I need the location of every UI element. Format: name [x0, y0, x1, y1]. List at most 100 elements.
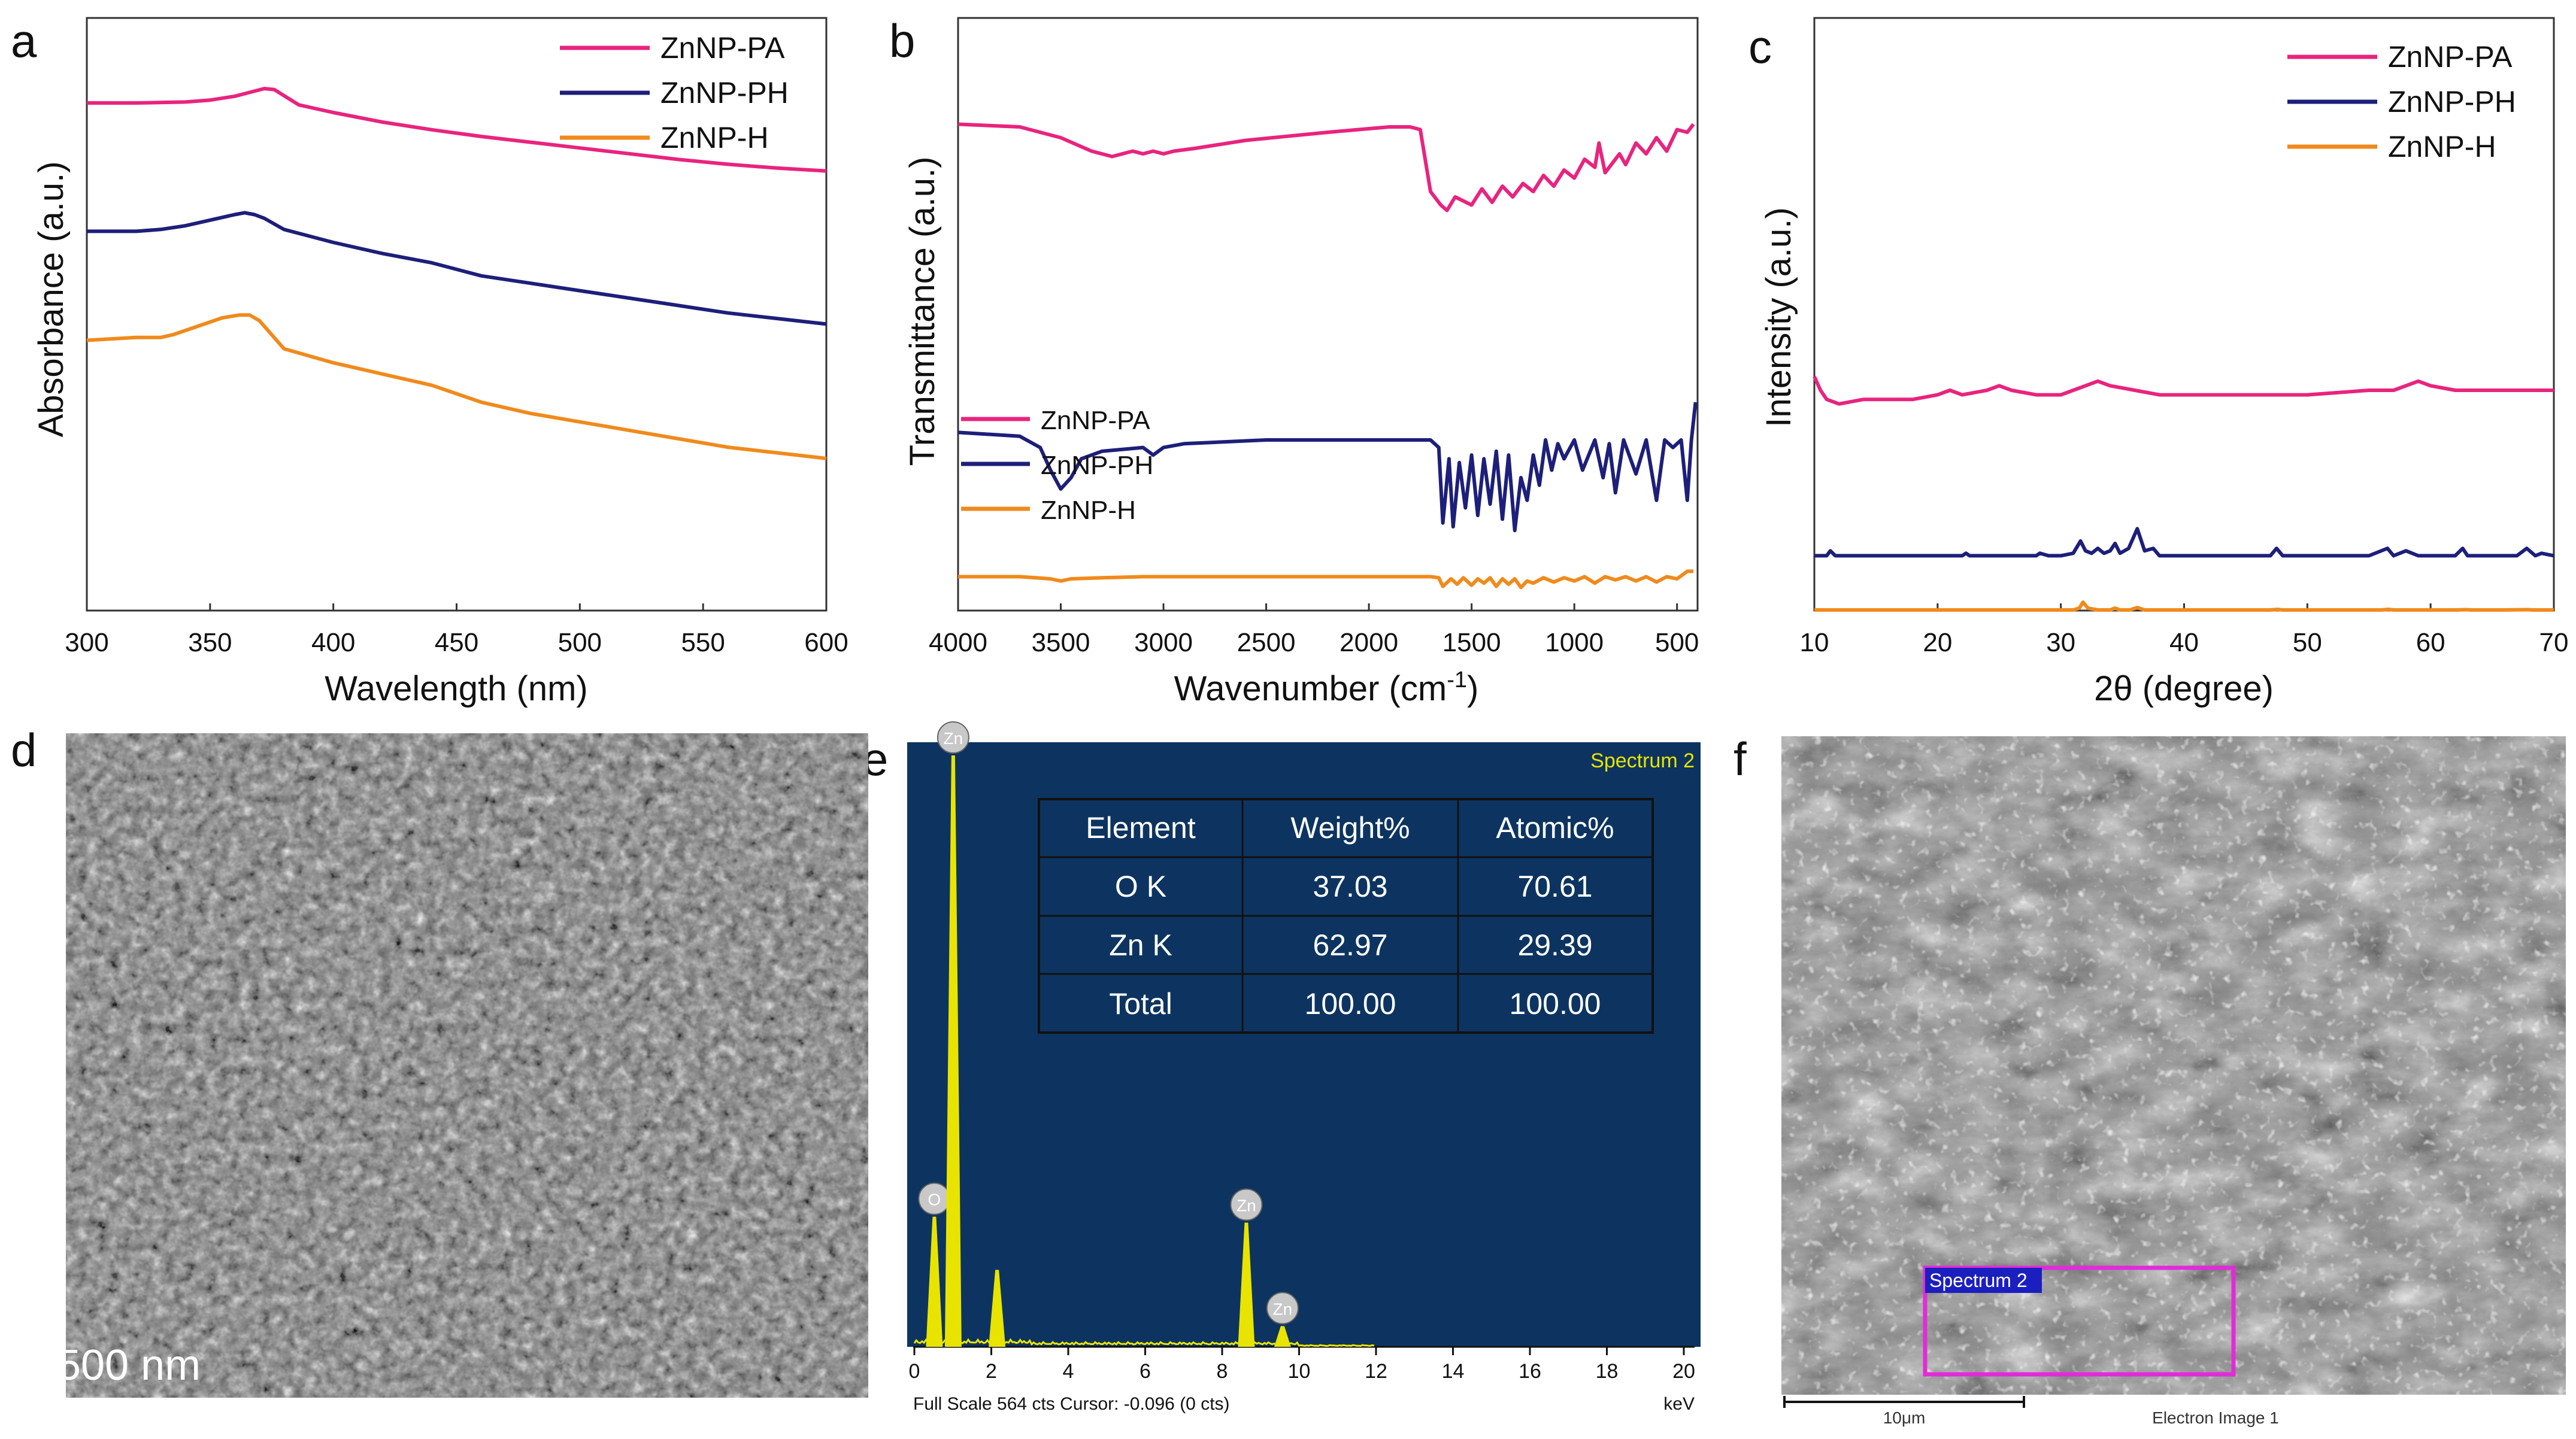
panel-f-scale-text: 10μm [1883, 1408, 1926, 1427]
panel-e-footer: Full Scale 564 cts Cursor: -0.096 (0 cts… [913, 1394, 1230, 1414]
panel-c-tick-label: 10 [1800, 628, 1829, 657]
element-table-cell: 100.00 [1305, 987, 1396, 1021]
element-table-cell: 29.39 [1517, 928, 1592, 962]
panel-e-peak-label: O [928, 1191, 941, 1209]
panel-a-xticks: 300 350 400 450 500 550 600 [65, 603, 848, 657]
panel-e-tick-label: 12 [1365, 1360, 1387, 1383]
panel-a-series-znnp-pa [87, 87, 827, 173]
panel-a-chart: 300 350 400 450 500 550 600 ZnNP-PA ZnNP-PH ZnNP… [32, 17, 848, 708]
panel-c-xticks: 10 20 30 40 50 60 70 [1800, 603, 2569, 657]
panel-c-legend: ZnNP-PA ZnNP-PH ZnNP-H [2287, 40, 2516, 163]
spectrum-roi-tag [1925, 1268, 2042, 1293]
element-table-cell: 37.03 [1313, 870, 1387, 903]
panel-b-frame [957, 17, 1699, 612]
panel-a-legend-label: ZnNP-H [660, 121, 769, 154]
panel-c-series-znnp-h [1814, 600, 2554, 612]
panel-e-tick-label: 14 [1442, 1360, 1465, 1383]
panel-e-eds: Spectrum 2 0 2 4 6 8 10 12 14 16 18 20 O Zn Zn Zn Ful… [907, 721, 1701, 1414]
panel-c-tick-label: 20 [1923, 628, 1952, 657]
element-table-header: Element [1086, 811, 1196, 845]
panel-e-peak [989, 1270, 1006, 1347]
panel-c-xlabel: 2θ (degree) [2094, 669, 2274, 708]
panel-f-sem-image: Spectrum 2 10μm Electron Image 1 [1781, 736, 2566, 1439]
panel-b-tick-label: 2500 [1237, 628, 1296, 657]
panel-e-peak-label: Zn [1273, 1300, 1293, 1318]
panel-d-sem-image: 500 nm [57, 733, 868, 1398]
panel-label-b: b [889, 14, 915, 67]
panel-e-peak [944, 755, 962, 1347]
panel-b-series [957, 122, 1698, 590]
panel-b-tick-label: 3000 [1134, 628, 1193, 657]
element-table-header: Atomic% [1496, 811, 1614, 845]
panel-b-tick-label: 2000 [1339, 628, 1398, 657]
panel-e-peak-label: Zn [1237, 1197, 1256, 1215]
panel-e-tick-label: 2 [986, 1360, 997, 1383]
panel-c-legend-label: ZnNP-H [2388, 130, 2496, 163]
panel-a-tick-label: 450 [435, 628, 478, 657]
panel-c-series-znnp-ph [1814, 527, 2554, 558]
spectrum-roi-label: Spectrum 2 [1929, 1270, 2028, 1291]
panel-c-tick-label: 70 [2539, 628, 2569, 657]
panel-d-image-texture [66, 733, 868, 1398]
panel-b-tick-label: 4000 [929, 628, 987, 657]
panel-f-caption: Electron Image 1 [2152, 1408, 2279, 1427]
panel-e-tick-label: 18 [1596, 1360, 1619, 1383]
panel-b-xlabel: Wavenumber (cm-1) [1174, 667, 1479, 708]
panel-e-tick-label: 16 [1519, 1360, 1541, 1383]
element-table-header: Weight% [1290, 811, 1410, 845]
panel-e-peak-marker [1230, 1188, 1263, 1221]
panel-c-ylabel: Intensity (a.u.) [1759, 207, 1798, 427]
panel-a-legend-label: ZnNP-PA [660, 31, 785, 65]
panel-b-series-znnp-pa [957, 122, 1695, 212]
element-table-cell: 70.61 [1517, 870, 1592, 903]
panel-b-xticks: 4000 3500 3000 2500 2000 1500 1000 500 [929, 603, 1699, 657]
panel-e-peak-marker [937, 721, 969, 754]
panel-a-tick-label: 500 [558, 628, 602, 657]
panel-b-tick-label: 3500 [1032, 628, 1090, 657]
element-table-cell: Total [1109, 987, 1172, 1021]
panel-e-peak-marker [1266, 1292, 1299, 1325]
panel-a-xlabel: Wavelength (nm) [325, 669, 587, 708]
panel-a-series-znnp-h [86, 313, 827, 460]
panel-d-scale-text: 500 nm [57, 1341, 201, 1389]
panel-c-tick-label: 40 [2169, 628, 2199, 657]
panel-e-tick-label: 8 [1217, 1360, 1228, 1383]
panel-c-legend-label: ZnNP-PH [2388, 85, 2516, 119]
panel-c-tick-label: 50 [2293, 628, 2322, 657]
element-table-cell: O K [1115, 870, 1166, 903]
panel-b-chart: 4000 3500 3000 2500 2000 1500 1000 500 ZnNP-PAZ… [903, 17, 1699, 708]
panel-b-legend-label: ZnNP-H [1041, 496, 1136, 525]
panel-b-tick-label: 1000 [1545, 628, 1604, 657]
panel-c-tick-label: 60 [2416, 628, 2445, 657]
element-table-cell: 100.00 [1510, 987, 1601, 1021]
panel-f-image-particles [1781, 736, 2566, 1395]
panel-a-tick-label: 550 [681, 628, 725, 657]
panel-a-ylabel: Absorbance (a.u.) [32, 161, 71, 437]
panel-e-title: Spectrum 2 [1590, 749, 1695, 772]
panel-e-axis-strip [907, 1347, 1701, 1413]
panel-a-tick-label: 300 [65, 628, 108, 657]
panel-label-d: d [11, 724, 37, 776]
panel-b-legend: ZnNP-PA ZnNP-PH ZnNP-H [961, 406, 1153, 525]
element-table-cell: Zn K [1109, 928, 1172, 962]
panel-e-tick-label: 6 [1139, 1360, 1151, 1383]
panel-b-legend-label: ZnNP-PH [1041, 451, 1153, 480]
element-table: Element Weight% Atomic% O K 37.03 70.61 Zn K 62… [1038, 798, 1654, 1034]
panel-a-tick-label: 600 [804, 628, 848, 657]
panel-e-tick-label: 4 [1063, 1360, 1074, 1383]
panel-a-series-znnp-ph [87, 211, 827, 326]
panel-c-series [1813, 375, 2554, 612]
panel-label-f: f [1734, 733, 1747, 785]
element-table-cells: Element Weight% Atomic% O K 37.03 70.61 Zn K 62… [1086, 811, 1614, 1021]
panel-b-tick-label: 1500 [1442, 628, 1501, 657]
panel-label-c: c [1748, 20, 1772, 73]
panel-b-series-znnp-ph [957, 402, 1698, 533]
panel-b-tick-label: 500 [1655, 628, 1699, 657]
panel-e-xticks: 0 2 4 6 8 10 12 14 16 18 20 [909, 1347, 1695, 1383]
panel-a-tick-label: 400 [311, 628, 355, 657]
element-table-cell: 62.97 [1313, 928, 1387, 962]
panel-a-legend-label: ZnNP-PH [660, 76, 789, 110]
panel-e-peaks: O Zn Zn Zn [913, 721, 1375, 1347]
panel-a-tick-label: 350 [188, 628, 232, 657]
